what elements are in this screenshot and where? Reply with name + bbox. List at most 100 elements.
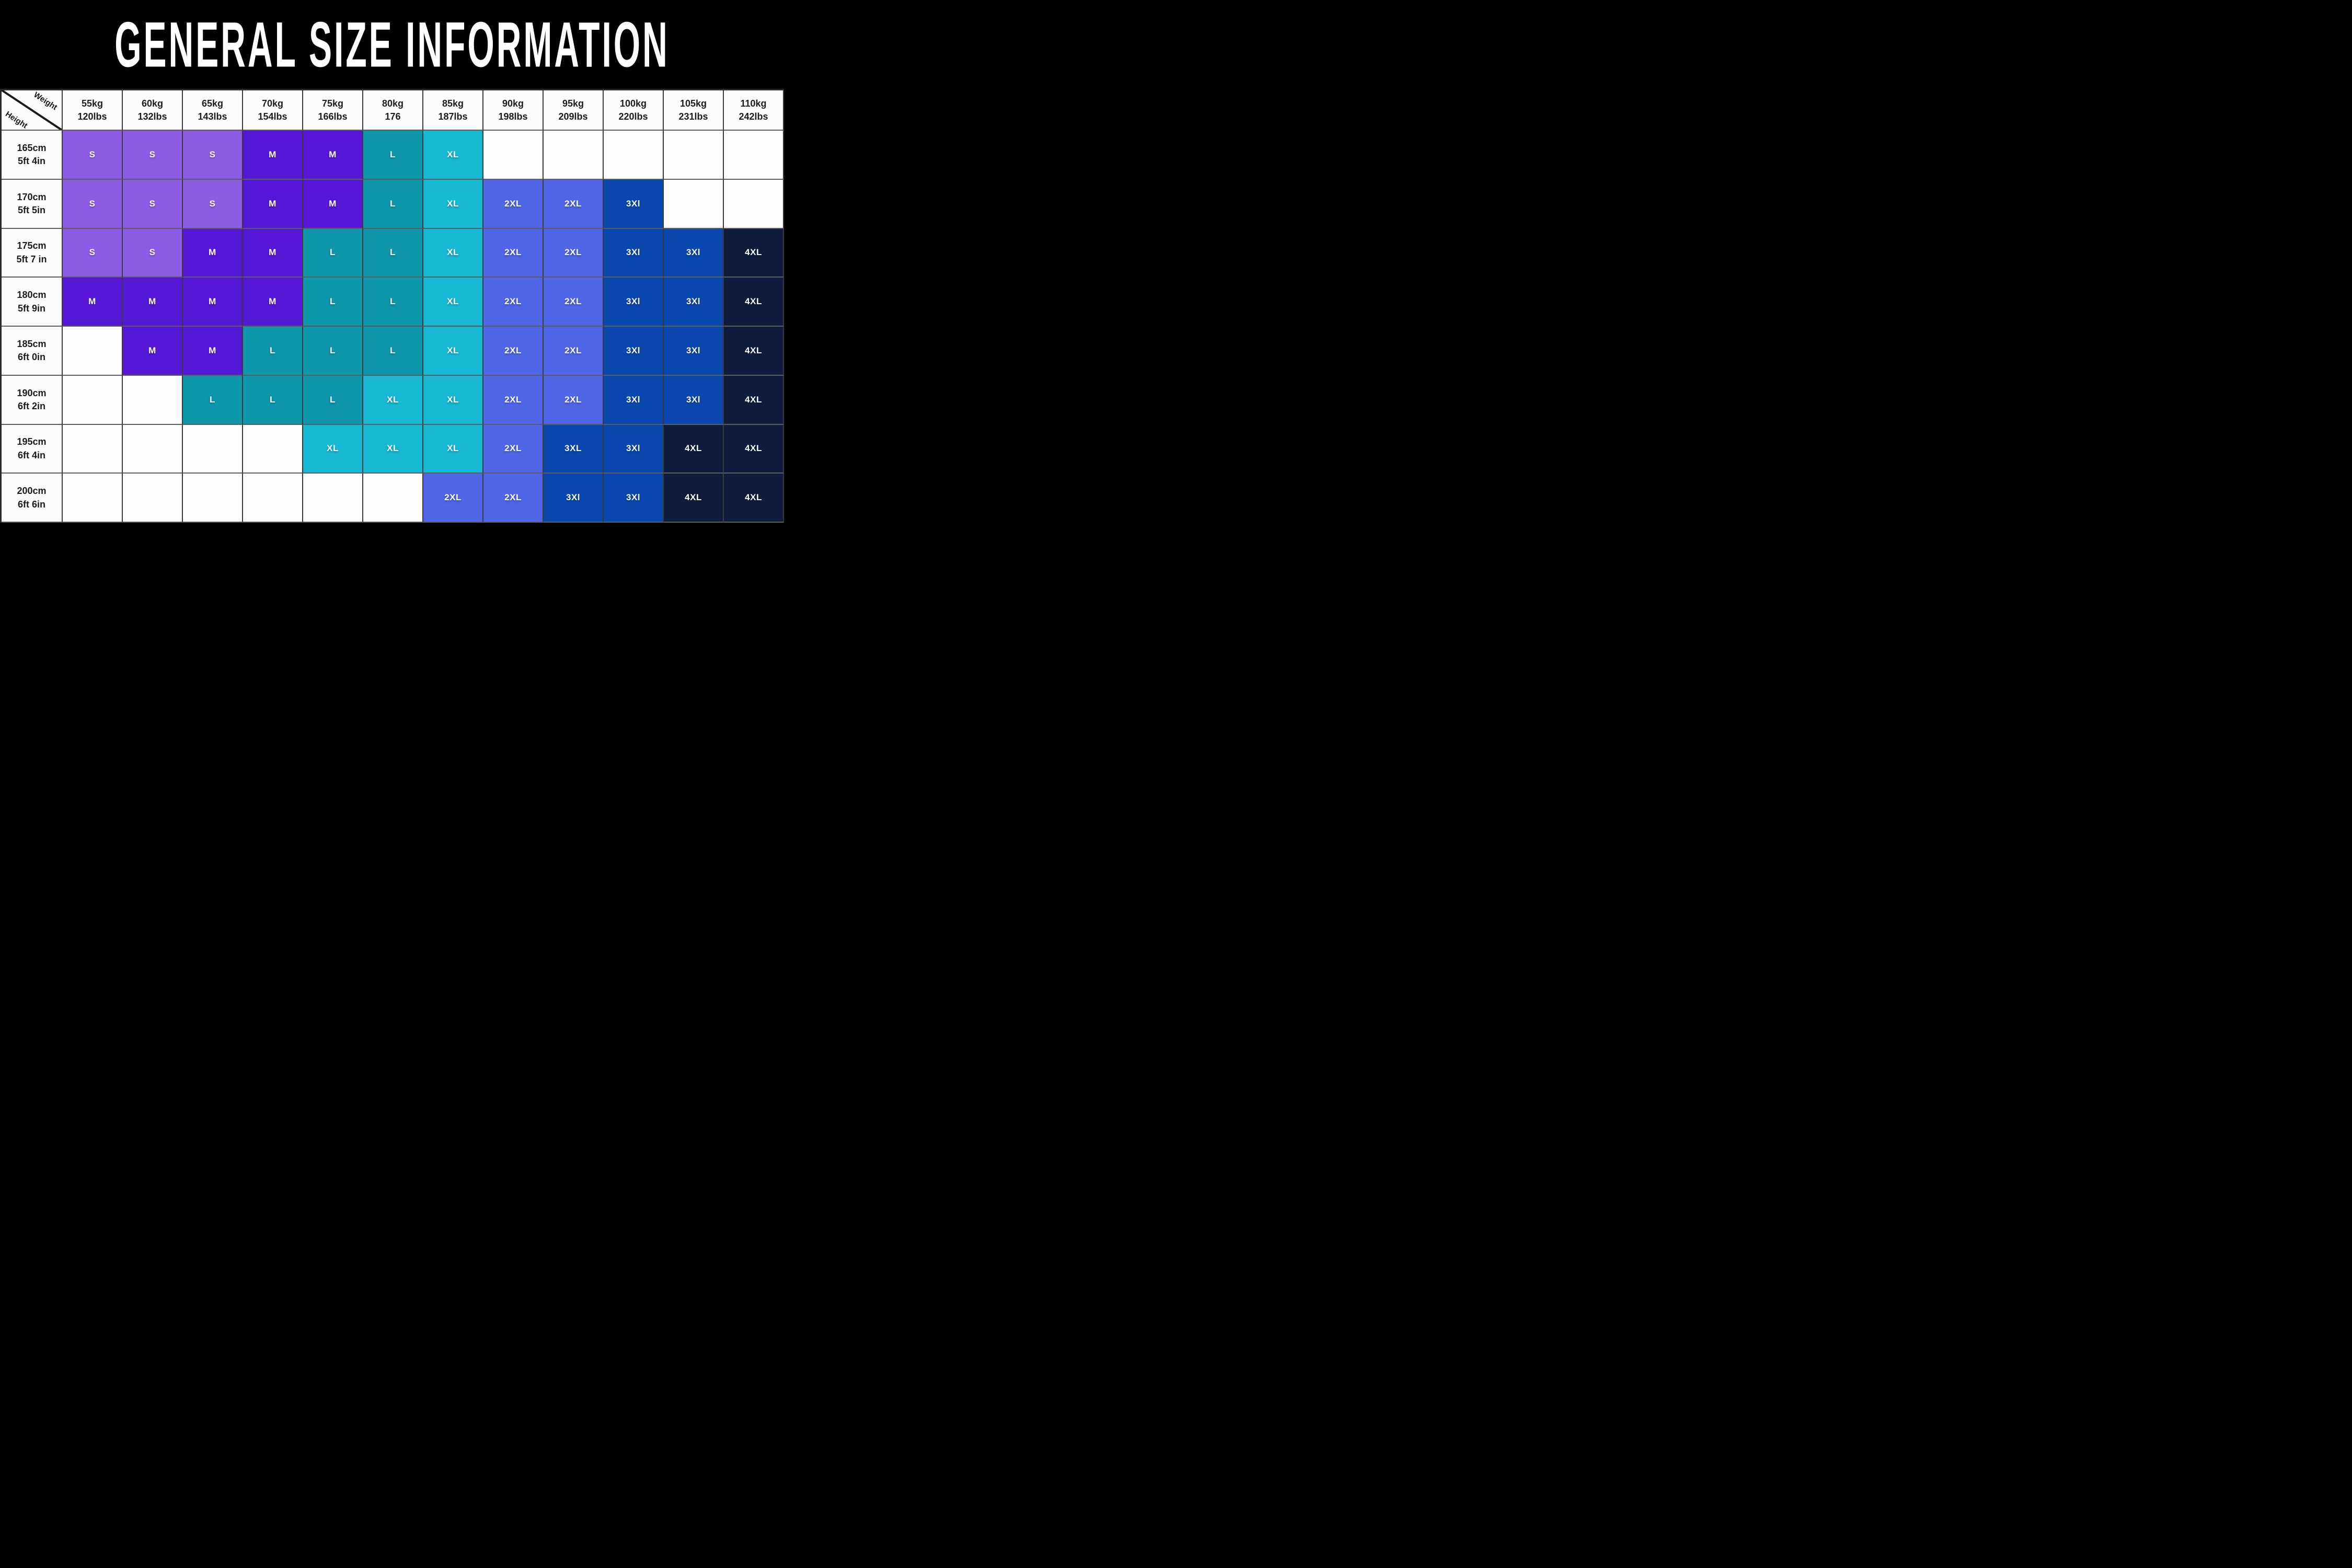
size-cell — [63, 424, 123, 474]
size-cell — [604, 131, 664, 180]
size-cell — [183, 474, 243, 523]
size-cell: 3Xl — [604, 474, 664, 523]
size-cell: M — [63, 278, 123, 327]
size-cell — [243, 424, 303, 474]
height-ftin-label: 5ft 5in — [17, 205, 45, 216]
size-value: L — [330, 296, 336, 307]
size-cell — [63, 375, 123, 425]
size-cell: S — [63, 131, 123, 180]
size-value: M — [329, 149, 337, 159]
size-value: L — [330, 394, 336, 405]
size-cell: XL — [363, 424, 423, 474]
size-cell: M — [303, 131, 363, 180]
size-cell: 2XL — [544, 375, 604, 425]
height-ftin-label: 6ft 6in — [17, 499, 45, 510]
weight-header-cell: 75kg 166lbs — [303, 90, 363, 131]
size-value: 2XL — [504, 247, 522, 258]
size-value: 3Xl — [626, 345, 641, 355]
size-cell: M — [243, 278, 303, 327]
size-value: 2XL — [564, 198, 582, 209]
height-row-label: 190cm 6ft 2in — [2, 375, 63, 425]
height-cm-label: 165cm — [17, 142, 47, 153]
size-cell: XL — [423, 424, 483, 474]
size-value: 4XL — [745, 492, 762, 503]
size-value: 3Xl — [626, 296, 641, 307]
size-value: 2XL — [504, 443, 522, 454]
size-cell — [63, 474, 123, 523]
size-value: XL — [327, 443, 339, 454]
size-cell: 2XL — [544, 179, 604, 229]
size-value: XL — [387, 394, 399, 405]
size-cell: S — [183, 179, 243, 229]
size-cell: S — [123, 179, 183, 229]
weight-header-cell: 60kg 132lbs — [123, 90, 183, 131]
size-value: M — [269, 149, 276, 159]
size-cell: L — [363, 131, 423, 180]
weight-kg-label: 85kg — [442, 98, 464, 109]
size-value: XL — [387, 443, 399, 454]
size-value: S — [89, 198, 96, 209]
height-row-label: 185cm 6ft 0in — [2, 327, 63, 376]
size-value: 3Xl — [626, 198, 641, 209]
weight-lbs-label: 242lbs — [739, 111, 768, 122]
size-cell: M — [243, 228, 303, 278]
size-cell — [123, 424, 183, 474]
size-cell: L — [303, 278, 363, 327]
size-value: 2XL — [564, 296, 582, 307]
size-value: L — [390, 247, 396, 258]
weight-kg-label: 80kg — [382, 98, 404, 109]
size-cell: XL — [423, 327, 483, 376]
size-value: XL — [447, 198, 459, 209]
height-row-label: 175cm 5ft 7 in — [2, 228, 63, 278]
height-cm-label: 175cm — [17, 240, 47, 251]
size-cell: 2XL — [544, 278, 604, 327]
size-cell — [664, 131, 724, 180]
size-value: L — [390, 198, 396, 209]
size-cell — [724, 131, 784, 180]
size-value: XL — [447, 149, 459, 159]
size-value: M — [148, 345, 156, 355]
size-value: 2XL — [504, 492, 522, 503]
size-cell: 2XL — [483, 228, 544, 278]
size-cell: 4XL — [724, 474, 784, 523]
size-value: S — [89, 247, 96, 258]
height-ftin-label: 5ft 9in — [17, 303, 45, 314]
size-cell: L — [363, 327, 423, 376]
height-cm-label: 170cm — [17, 191, 47, 202]
size-cell: L — [183, 375, 243, 425]
size-cell: 2XL — [483, 474, 544, 523]
height-ftin-label: 6ft 0in — [17, 352, 45, 363]
size-cell: M — [303, 179, 363, 229]
size-value: 2XL — [564, 394, 582, 405]
size-value: 2XL — [504, 394, 522, 405]
size-cell: S — [123, 131, 183, 180]
size-value: XL — [447, 247, 459, 258]
size-value: 2XL — [564, 247, 582, 258]
size-cell: 3Xl — [604, 327, 664, 376]
size-cell — [664, 179, 724, 229]
size-value: 3Xl — [626, 443, 641, 454]
size-value: 3Xl — [686, 394, 701, 405]
size-cell: XL — [423, 131, 483, 180]
size-value: M — [209, 296, 216, 307]
size-cell: 4XL — [724, 327, 784, 376]
size-cell: 2XL — [483, 278, 544, 327]
size-value: M — [88, 296, 96, 307]
weight-lbs-label: 209lbs — [558, 111, 588, 122]
size-cell: M — [123, 278, 183, 327]
weight-kg-label: 110kg — [740, 98, 767, 109]
weight-header-cell: 70kg 154lbs — [243, 90, 303, 131]
size-cell: XL — [423, 179, 483, 229]
size-value: M — [269, 247, 276, 258]
size-cell: 2XL — [423, 474, 483, 523]
size-value: 3Xl — [566, 492, 581, 503]
size-value: L — [390, 149, 396, 159]
size-cell: L — [363, 278, 423, 327]
weight-kg-label: 90kg — [502, 98, 524, 109]
size-value: 3Xl — [686, 247, 701, 258]
size-value: 4XL — [745, 443, 762, 454]
weight-header-cell: 80kg 176 — [363, 90, 423, 131]
size-value: M — [209, 345, 216, 355]
height-row-label: 170cm 5ft 5in — [2, 179, 63, 229]
size-cell: M — [123, 327, 183, 376]
